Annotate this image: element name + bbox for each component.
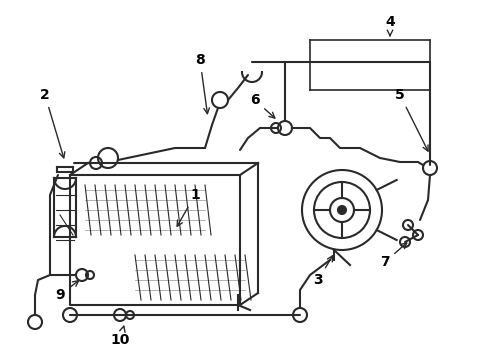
Text: 3: 3: [313, 256, 333, 287]
Text: 9: 9: [55, 281, 78, 302]
Text: 6: 6: [250, 93, 275, 118]
Text: 4: 4: [385, 15, 395, 36]
Text: 1: 1: [177, 188, 200, 226]
Text: 10: 10: [110, 326, 130, 347]
Circle shape: [338, 206, 346, 214]
Text: 2: 2: [40, 88, 65, 158]
Text: 8: 8: [195, 53, 209, 114]
Text: 7: 7: [380, 243, 407, 269]
Text: 5: 5: [395, 88, 428, 151]
